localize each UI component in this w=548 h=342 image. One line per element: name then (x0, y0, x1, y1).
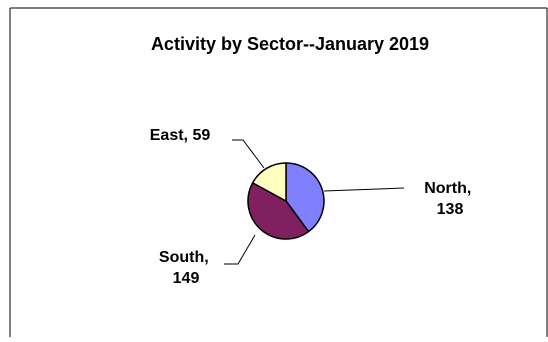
pie-slices (247, 162, 325, 240)
data-label-south-name: South, (159, 249, 209, 266)
data-label-south-value: 149 (173, 270, 200, 287)
data-label-north-value: 138 (437, 201, 464, 218)
leader-line-north (323, 187, 405, 192)
pie-slice-east (251, 162, 287, 203)
data-label-north: North, 138 (424, 180, 476, 218)
data-label-north-name: North, (424, 180, 471, 197)
chart-title: Activity by Sector--January 2019 (151, 34, 429, 54)
leader-line-east (232, 139, 265, 169)
pie-slice-north (285, 162, 325, 233)
leader-line-south (224, 234, 256, 265)
pie-slice-south (247, 181, 310, 240)
data-label-east: East, 59 (150, 127, 211, 144)
data-label-south: South, 149 (159, 249, 213, 287)
